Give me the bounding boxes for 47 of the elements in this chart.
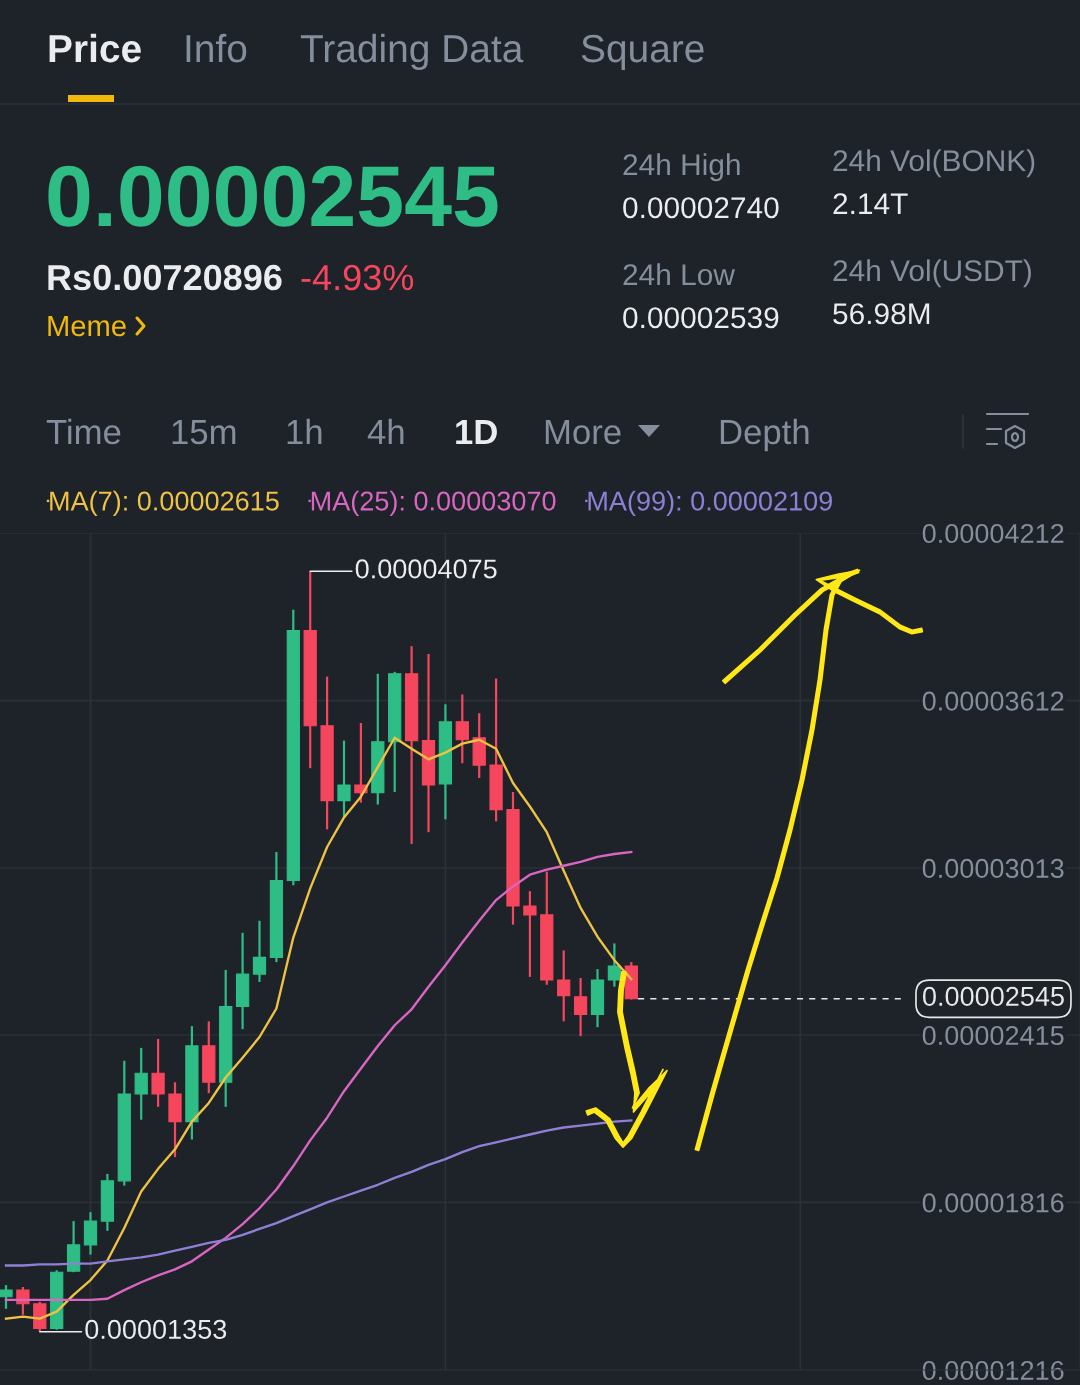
text: 24h Vol(USDT)	[833, 259, 1031, 288]
y-tick-label: 0.00001816	[922, 1193, 1064, 1213]
text: 24h Vol(BONK)	[833, 149, 1035, 178]
text: 0.00002545	[48, 165, 498, 227]
text: 1h	[287, 418, 322, 444]
text: 24h Low	[623, 263, 735, 286]
text: Meme	[48, 315, 126, 337]
text: Price	[49, 33, 141, 63]
text: 4h	[367, 418, 404, 444]
legend-label: MA(7): 0.00002615	[50, 490, 279, 516]
text: 2.14T	[833, 193, 908, 214]
y-tick-label: 0.00003013	[922, 858, 1064, 879]
annotation: 0.00004075	[355, 559, 497, 579]
text: -4.93%	[301, 264, 414, 291]
y-tick-label: 0.00003612	[922, 691, 1064, 711]
text: Square	[581, 34, 704, 71]
text: 24h High	[623, 153, 740, 182]
candlestick	[607, 942, 622, 988]
candlestick	[573, 976, 588, 1038]
text: 0.00002539	[623, 307, 779, 329]
text: Trading Data	[300, 33, 524, 71]
candlestick	[151, 1037, 165, 1108]
text: 1D	[456, 420, 497, 444]
ref-line-label: 0.00002545	[922, 986, 1064, 1006]
y-tick-label: 0.00004212	[922, 523, 1064, 544]
legend-label: MA(25): 0.00003070	[311, 490, 556, 516]
text: Time	[46, 418, 121, 445]
y-tick-label: 0.00001216	[922, 1360, 1064, 1381]
text: 15m	[172, 420, 236, 445]
text: Depth	[720, 418, 809, 452]
candlestick	[83, 1211, 98, 1256]
candlestick	[0, 1283, 13, 1310]
text: 0.00002740	[623, 197, 779, 219]
legend-label: MA(99): 0.00002109	[588, 490, 832, 516]
candlestick	[523, 890, 537, 979]
candlestick	[557, 949, 571, 1023]
candlestick	[337, 739, 351, 819]
candlestick	[455, 693, 469, 765]
y-tick-label: 0.00002415	[922, 1025, 1064, 1046]
text: Info	[186, 33, 247, 63]
text: More	[545, 420, 621, 445]
text: 56.98M	[833, 303, 930, 325]
text: Rs0.00720896	[48, 264, 282, 291]
candlestick	[134, 1046, 148, 1121]
annotation: 0.00001353	[85, 1319, 227, 1339]
candlestick	[252, 919, 267, 984]
line-series	[4, 1119, 633, 1267]
